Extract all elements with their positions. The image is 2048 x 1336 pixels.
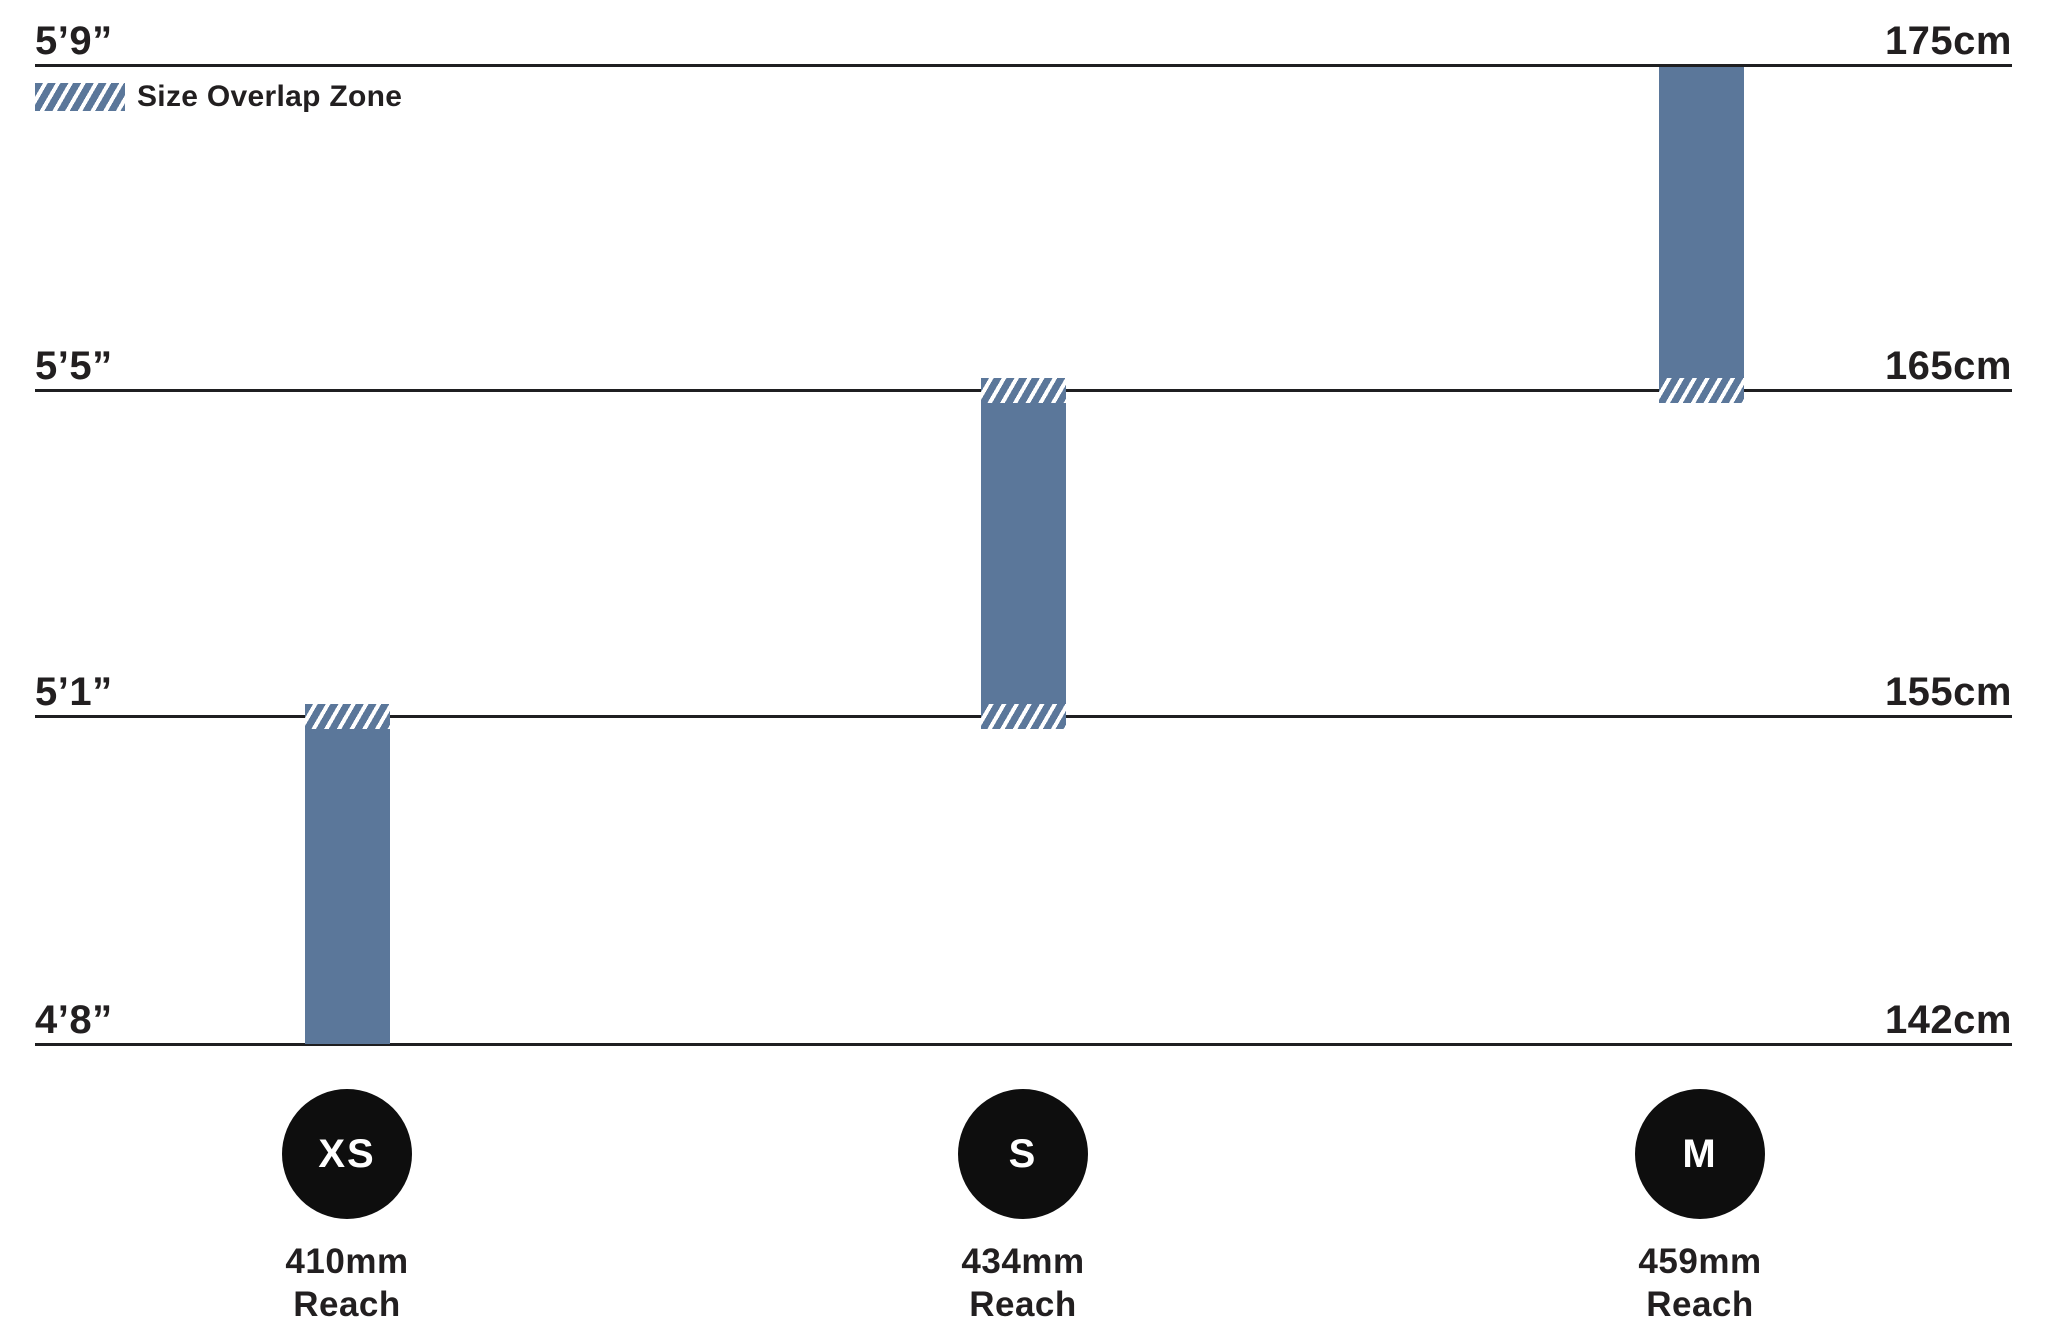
height-label-imperial-5-1: 5’1” bbox=[35, 670, 113, 714]
size-badge-s-label: S bbox=[1008, 1131, 1038, 1176]
xs-bar-solid bbox=[305, 729, 390, 1044]
height-label-metric-175cm: 175cm bbox=[1884, 19, 2012, 63]
s-bar-solid bbox=[981, 403, 1066, 704]
size-badge-m: M bbox=[1635, 1089, 1765, 1219]
reach-label-s: 434mm Reach bbox=[853, 1240, 1193, 1326]
gridline-142cm bbox=[35, 1043, 2012, 1046]
s-overlap-zone-bottom bbox=[981, 704, 1066, 729]
size-badge-m-label: M bbox=[1682, 1131, 1718, 1176]
size-badge-xs: XS bbox=[282, 1089, 412, 1219]
reach-label-xs: 410mm Reach bbox=[177, 1240, 517, 1326]
size-badge-xs-label: XS bbox=[318, 1131, 376, 1176]
reach-caption-s: Reach bbox=[969, 1285, 1077, 1324]
overlap-zone-hatch-swatch-icon bbox=[35, 83, 125, 111]
height-label-metric-142cm: 142cm bbox=[1884, 998, 2012, 1042]
height-label-imperial-5-5: 5’5” bbox=[35, 344, 113, 388]
xs-overlap-zone-top bbox=[305, 704, 390, 729]
gridline-175cm bbox=[35, 64, 2012, 67]
s-overlap-zone-top bbox=[981, 378, 1066, 403]
height-label-imperial-5-9: 5’9” bbox=[35, 19, 113, 63]
height-label-imperial-4-8: 4’8” bbox=[35, 998, 113, 1042]
height-label-metric-165cm: 165cm bbox=[1884, 344, 2012, 388]
reach-caption-m: Reach bbox=[1646, 1285, 1754, 1324]
size-badge-s: S bbox=[958, 1089, 1088, 1219]
reach-caption-xs: Reach bbox=[293, 1285, 401, 1324]
reach-label-m: 459mm Reach bbox=[1530, 1240, 1870, 1326]
reach-value-s: 434mm bbox=[961, 1242, 1085, 1281]
m-overlap-zone-bottom bbox=[1659, 378, 1744, 403]
reach-value-m: 459mm bbox=[1638, 1242, 1762, 1281]
reach-value-xs: 410mm bbox=[285, 1242, 409, 1281]
height-label-metric-155cm: 155cm bbox=[1884, 670, 2012, 714]
legend-label: Size Overlap Zone bbox=[137, 80, 403, 113]
legend: Size Overlap Zone bbox=[35, 82, 402, 112]
m-bar-solid bbox=[1659, 67, 1744, 378]
